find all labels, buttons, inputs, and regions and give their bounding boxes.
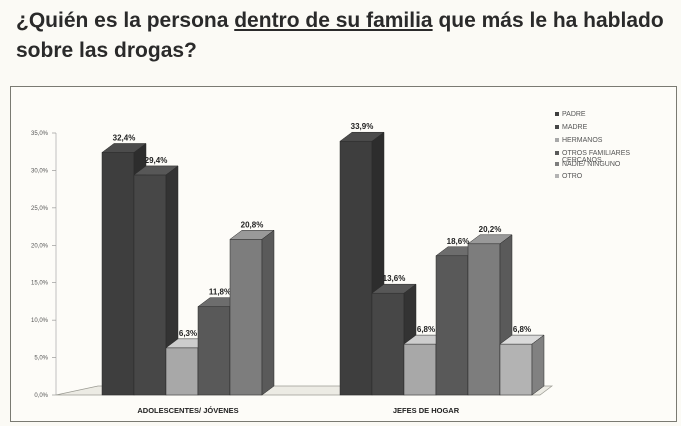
bar-side — [531, 334, 545, 396]
title-underlined: dentro de su familia — [234, 9, 433, 32]
legend-swatch — [555, 125, 559, 129]
data-label: 18,6% — [447, 237, 470, 246]
page-title: ¿Quién es la persona dentro de su famili… — [16, 6, 676, 66]
legend-label: MADRE — [562, 124, 588, 131]
category-label: JEFES DE HOGAR — [393, 406, 460, 415]
legend-swatch — [555, 112, 559, 116]
legend-label: NADIE/ NINGUNO — [562, 161, 621, 168]
bar — [403, 343, 437, 396]
data-label: 6,3% — [179, 329, 197, 338]
y-tick-label: 15,0% — [31, 281, 49, 287]
data-label: 20,8% — [241, 220, 264, 229]
data-label: 11,8% — [209, 288, 231, 297]
bar — [197, 306, 231, 396]
data-label: 33,9% — [351, 122, 374, 131]
data-label: 32,4% — [113, 133, 136, 142]
data-label: 6,8% — [513, 325, 531, 334]
bar — [165, 347, 199, 396]
y-tick-label: 20,0% — [31, 243, 49, 249]
bar — [371, 292, 405, 396]
y-tick-label: 0,0% — [34, 393, 48, 399]
y-tick-label: 35,0% — [31, 131, 49, 137]
bar-side — [261, 229, 275, 396]
legend-label: OTROS FAMILIARES CERCANOS — [562, 150, 630, 164]
bar — [229, 239, 263, 396]
legend-swatch — [555, 138, 559, 142]
y-tick-label: 25,0% — [31, 206, 49, 212]
legend-label: PADRE — [562, 111, 586, 118]
legend-label: HERMANOS — [562, 137, 603, 144]
data-label: 6,8% — [417, 325, 435, 334]
bar — [339, 140, 373, 396]
category-label: ADOLESCENTES/ JÓVENES — [137, 406, 238, 415]
bar — [467, 243, 501, 396]
data-label: 20,2% — [479, 225, 502, 234]
bar — [435, 255, 469, 396]
data-label: 13,6% — [383, 274, 406, 283]
legend-swatch — [555, 174, 559, 178]
y-tick-label: 10,0% — [31, 318, 49, 324]
legend-swatch — [555, 151, 559, 155]
legend-swatch — [555, 162, 559, 166]
title-part-2: que más le ha hablado sobre las drogas? — [16, 9, 664, 62]
title-part-1: ¿Quién es la persona — [16, 9, 235, 32]
y-tick-label: 5,0% — [34, 356, 48, 362]
bar — [133, 174, 167, 396]
y-tick-label: 30,0% — [31, 168, 49, 174]
bar — [499, 343, 533, 396]
legend-label: OTRO — [562, 173, 583, 180]
data-label: 29,4% — [145, 156, 168, 165]
bar — [101, 152, 135, 396]
